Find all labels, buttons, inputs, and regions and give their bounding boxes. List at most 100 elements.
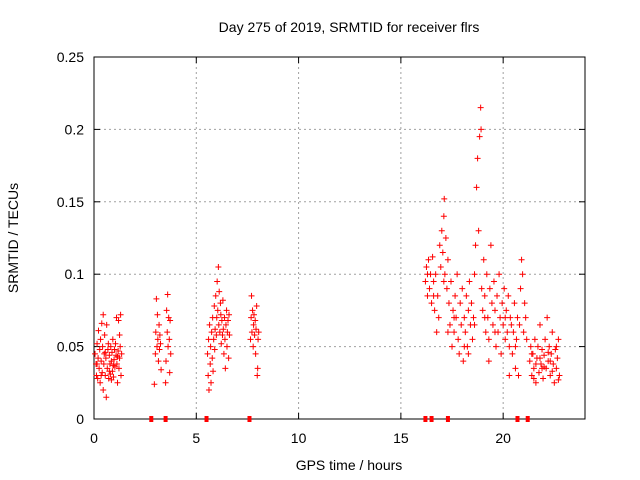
data-point [111,346,118,353]
data-point [436,242,443,249]
data-point [482,329,489,336]
data-point [99,343,106,350]
data-point [250,343,257,350]
data-point [471,271,478,278]
data-point [523,336,530,343]
data-point [478,126,485,133]
data-point [94,360,101,367]
data-point [458,321,465,328]
data-point [491,307,498,314]
y-axis-ticks: 0 0.05 0.1 0.15 0.2 0.25 [57,49,585,427]
data-point [249,307,256,314]
data-point [101,350,108,357]
data-point [218,317,225,324]
data-point [423,263,430,270]
data-point [485,358,492,365]
data-point [102,349,109,356]
data-point [490,278,497,285]
data-point [430,278,437,285]
data-point [532,360,539,367]
data-point [545,349,552,356]
data-point [445,300,452,307]
data-point [443,285,450,292]
data-point [94,340,101,347]
data-point [478,285,485,292]
data-point [217,311,224,318]
data-point [553,343,560,350]
data-point [430,292,437,299]
zero-marker [423,416,428,422]
data-point [556,372,563,379]
data-point [456,350,463,357]
data-point [424,271,431,278]
data-point [473,184,480,191]
data-point [504,329,511,336]
data-point [496,271,503,278]
data-point [512,365,519,372]
data-point [455,336,462,343]
data-point [486,285,493,292]
data-point [152,350,159,357]
data-point [497,314,504,321]
data-point [460,358,467,365]
data-point [106,352,113,359]
data-point [113,360,120,367]
data-point [553,365,560,372]
data-point [167,317,174,324]
data-point [154,311,161,318]
x-tick-label: 5 [192,430,200,446]
y-tick-label: 0.05 [57,339,84,355]
data-point [444,329,451,336]
data-point [220,326,227,333]
data-point [422,278,429,285]
data-point [254,365,261,372]
data-point [514,314,521,321]
data-point [152,329,159,336]
data-point [211,303,218,310]
data-point [457,300,464,307]
data-point [98,372,105,379]
data-point [163,307,170,314]
data-point [211,346,218,353]
data-point [212,326,219,333]
data-point [215,321,222,328]
data-point [506,343,513,350]
data-point [95,355,102,362]
data-point [546,343,553,350]
data-point [106,360,113,367]
data-point [461,314,468,321]
data-point [216,288,223,295]
data-point [441,195,448,202]
data-point [526,358,533,365]
data-point [251,332,258,339]
data-point [547,358,554,365]
data-point [213,332,220,339]
data-point [253,326,260,333]
data-point [520,329,527,336]
data-point [441,271,448,278]
data-point [437,263,444,270]
data-point [248,292,255,299]
data-point [440,213,447,220]
data-point [505,292,512,299]
data-point [465,307,472,314]
data-point [162,379,169,386]
data-point [221,314,228,321]
data-point [507,314,514,321]
data-point [115,317,122,324]
data-point [225,317,232,324]
data-point [215,263,222,270]
data-point [98,358,105,365]
y-axis-label: SRMTID / TECUs [5,183,21,293]
data-point [219,297,226,304]
data-point [540,375,547,382]
data-point [204,350,211,357]
data-point [112,340,119,347]
data-point [223,307,230,314]
data-point [483,271,490,278]
data-point [450,307,457,314]
data-point [250,321,257,328]
x-tick-label: 20 [495,430,511,446]
data-point [552,346,559,353]
